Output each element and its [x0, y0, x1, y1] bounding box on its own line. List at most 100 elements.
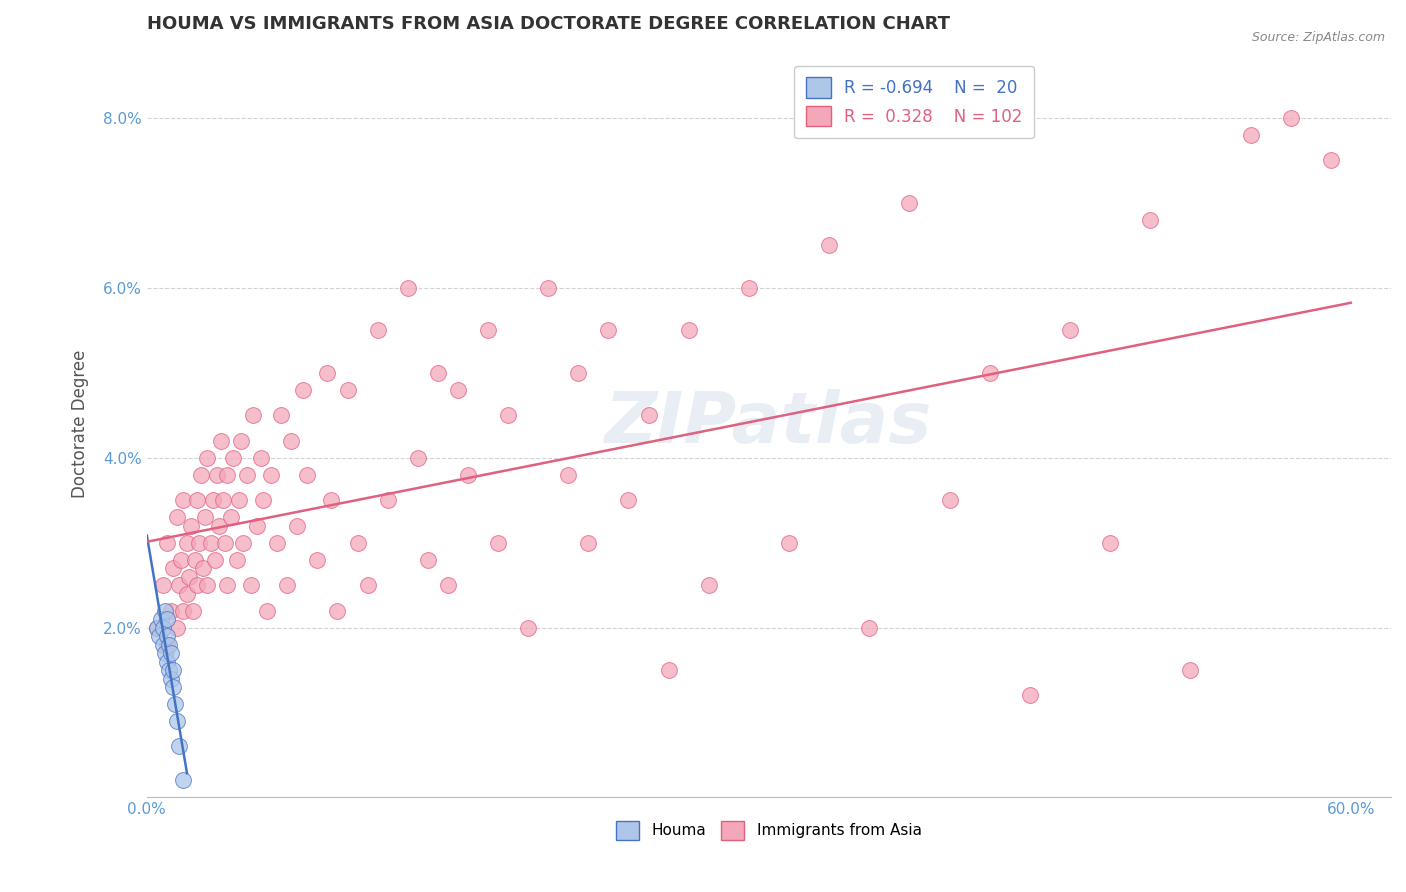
Point: [163, 697, 186, 711]
Point: [156, 638, 179, 652]
Point: [280, 434, 302, 448]
Point: [979, 366, 1001, 380]
Point: [938, 493, 960, 508]
Point: [195, 450, 218, 465]
Point: [166, 714, 188, 728]
Point: [637, 408, 659, 422]
Point: [177, 569, 200, 583]
Point: [152, 638, 174, 652]
Point: [204, 552, 226, 566]
Point: [678, 323, 700, 337]
Point: [170, 552, 193, 566]
Point: [167, 739, 190, 754]
Point: [186, 493, 208, 508]
Point: [156, 655, 179, 669]
Point: [256, 603, 278, 617]
Point: [346, 535, 368, 549]
Point: [1320, 153, 1343, 168]
Point: [242, 408, 264, 422]
Point: [336, 383, 359, 397]
Point: [1139, 212, 1161, 227]
Point: [153, 603, 176, 617]
Point: [307, 552, 329, 566]
Point: [162, 663, 184, 677]
Point: [153, 646, 176, 660]
Point: [1018, 689, 1040, 703]
Point: [162, 680, 184, 694]
Point: [156, 629, 179, 643]
Text: HOUMA VS IMMIGRANTS FROM ASIA DOCTORATE DEGREE CORRELATION CHART: HOUMA VS IMMIGRANTS FROM ASIA DOCTORATE …: [146, 15, 950, 33]
Point: [236, 467, 259, 482]
Point: [156, 535, 179, 549]
Point: [172, 773, 194, 788]
Point: [326, 603, 349, 617]
Point: [217, 467, 239, 482]
Point: [537, 281, 560, 295]
Point: [214, 535, 236, 549]
Point: [232, 535, 254, 549]
Point: [191, 561, 214, 575]
Point: [818, 238, 841, 252]
Point: [738, 281, 761, 295]
Point: [162, 561, 184, 575]
Point: [200, 535, 222, 549]
Point: [160, 646, 183, 660]
Point: [316, 366, 339, 380]
Point: [598, 323, 620, 337]
Point: [1180, 663, 1202, 677]
Point: [477, 323, 499, 337]
Point: [157, 663, 180, 677]
Point: [250, 450, 273, 465]
Point: [377, 493, 399, 508]
Point: [228, 493, 250, 508]
Point: [190, 467, 212, 482]
Point: [356, 578, 378, 592]
Point: [285, 518, 308, 533]
Point: [149, 612, 172, 626]
Point: [202, 493, 225, 508]
Point: [1239, 128, 1261, 142]
Point: [576, 535, 599, 549]
Point: [148, 629, 170, 643]
Point: [270, 408, 292, 422]
Point: [180, 518, 202, 533]
Point: [157, 638, 180, 652]
Point: [195, 578, 218, 592]
Point: [858, 621, 880, 635]
Point: [292, 383, 315, 397]
Point: [567, 366, 589, 380]
Y-axis label: Doctorate Degree: Doctorate Degree: [72, 350, 89, 498]
Legend: Houma, Immigrants from Asia: Houma, Immigrants from Asia: [610, 815, 928, 846]
Point: [1059, 323, 1081, 337]
Point: [252, 493, 274, 508]
Point: [486, 535, 509, 549]
Point: [188, 535, 211, 549]
Point: [194, 510, 217, 524]
Point: [260, 467, 283, 482]
Point: [222, 450, 245, 465]
Point: [406, 450, 429, 465]
Point: [658, 663, 681, 677]
Point: [426, 366, 449, 380]
Point: [176, 535, 198, 549]
Point: [557, 467, 579, 482]
Point: [396, 281, 419, 295]
Point: [172, 603, 194, 617]
Point: [321, 493, 343, 508]
Point: [219, 510, 242, 524]
Point: [898, 195, 921, 210]
Point: [181, 603, 204, 617]
Point: [416, 552, 439, 566]
Point: [276, 578, 298, 592]
Point: [146, 621, 169, 635]
Point: [186, 578, 208, 592]
Point: [617, 493, 640, 508]
Point: [212, 493, 235, 508]
Point: [152, 621, 174, 635]
Point: [1099, 535, 1122, 549]
Point: [166, 510, 188, 524]
Point: [367, 323, 389, 337]
Point: [172, 493, 194, 508]
Point: [778, 535, 800, 549]
Point: [246, 518, 269, 533]
